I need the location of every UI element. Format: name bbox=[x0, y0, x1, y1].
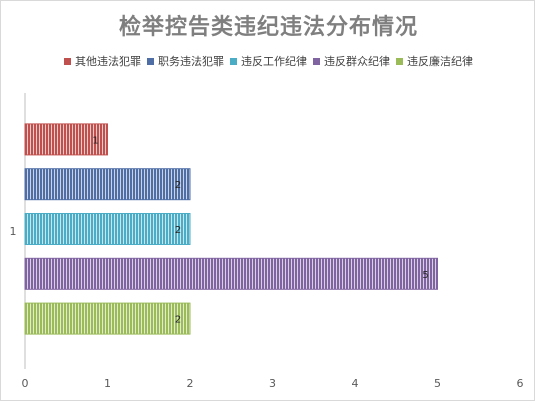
x-tick-label: 1 bbox=[104, 377, 111, 390]
bar-3 bbox=[25, 214, 190, 245]
x-tick-label: 4 bbox=[352, 377, 359, 390]
bar-4 bbox=[25, 258, 438, 289]
category-label: 1 bbox=[10, 225, 17, 238]
x-tick-label: 5 bbox=[434, 377, 441, 390]
bar-data-label: 2 bbox=[175, 315, 181, 326]
bar-data-label: 1 bbox=[92, 135, 98, 146]
x-tick-label: 3 bbox=[269, 377, 276, 390]
x-tick-label: 0 bbox=[22, 377, 29, 390]
x-tick-label: 2 bbox=[187, 377, 194, 390]
x-tick-label: 6 bbox=[517, 377, 524, 390]
bar-5 bbox=[25, 303, 190, 334]
bar-2 bbox=[25, 169, 190, 200]
bar-data-label: 2 bbox=[175, 225, 181, 236]
bar-data-label: 2 bbox=[175, 180, 181, 191]
bar-data-label: 5 bbox=[422, 270, 428, 281]
